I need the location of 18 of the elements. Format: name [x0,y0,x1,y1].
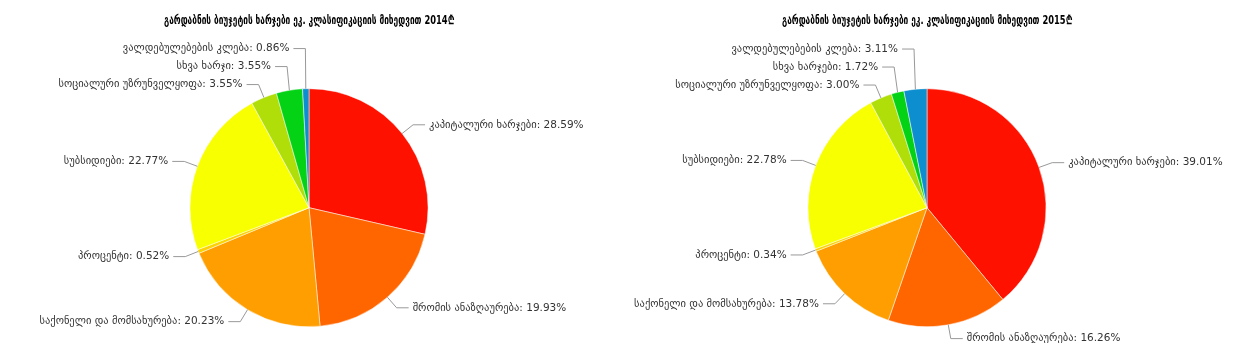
chart-title: გარდაბნის ბიუჯეტის ხარჯები ეკ. კლასიფიკაციის მიხედვით 2015₾ [781,12,1073,27]
slice-label: სუბსიდიები: 22.77% [63,154,169,168]
slice-label: სოციალური უზრუნველყოფა: 3.55% [58,77,243,91]
slice-label: შრომის ანაზღაურება: 16.26% [966,331,1121,343]
slice-label: ვალდებულებების კლება: 3.11% [731,41,899,55]
slice-label: სუბსიდიები: 22.78% [682,153,787,167]
slice-label: ვალდებულებების კლება: 0.86% [122,41,290,55]
slice-label: შრომის ანაზღაურება: 19.93% [412,300,567,314]
slice-label: პროცენტი: 0.34% [695,247,787,261]
slice-label: კაპიტალური ხარჯები: 28.59% [429,117,584,131]
slice-label: სხვა ხარჯი: 3.55% [176,59,272,73]
slice-label: კაპიტალური ხარჯები: 39.01% [1068,155,1223,169]
slice-label: სოციალური უზრუნველყოფა: 3.00% [675,77,860,91]
slice-label: საქონელი და მომსახურება: 13.78% [634,296,819,310]
slice-label: სხვა ხარჯები: 1.72% [772,59,879,73]
chart-title: გარდაბნის ბიუჯეტის ხარჯები ეკ. კლასიფიკაციის მიხედვით 2014₾ [163,12,455,27]
slice-label: საქონელი და მომსახურება: 20.23% [39,314,225,328]
slice-label: პროცენტი: 0.52% [77,249,170,263]
